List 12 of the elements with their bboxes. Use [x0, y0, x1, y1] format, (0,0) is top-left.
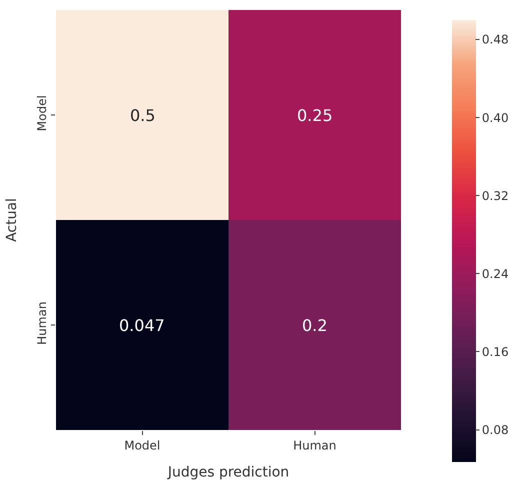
- data-label: 0.5: [130, 106, 156, 125]
- color-bar-label: 0.32: [482, 188, 509, 203]
- x-axis-title: Judges prediction: [166, 464, 290, 481]
- color-bar-label: 0.08: [482, 423, 509, 437]
- y-axis-title: Actual: [4, 198, 20, 242]
- color-bar-label: 0.48: [482, 32, 509, 47]
- data-label: 0.047: [119, 316, 165, 335]
- color-bar-label: 0.16: [482, 344, 509, 359]
- color-bar-label: 0.40: [482, 110, 509, 125]
- data-label: 0.2: [302, 316, 328, 335]
- color-bar-label: 0.24: [482, 266, 509, 281]
- data-label: 0.25: [297, 106, 333, 125]
